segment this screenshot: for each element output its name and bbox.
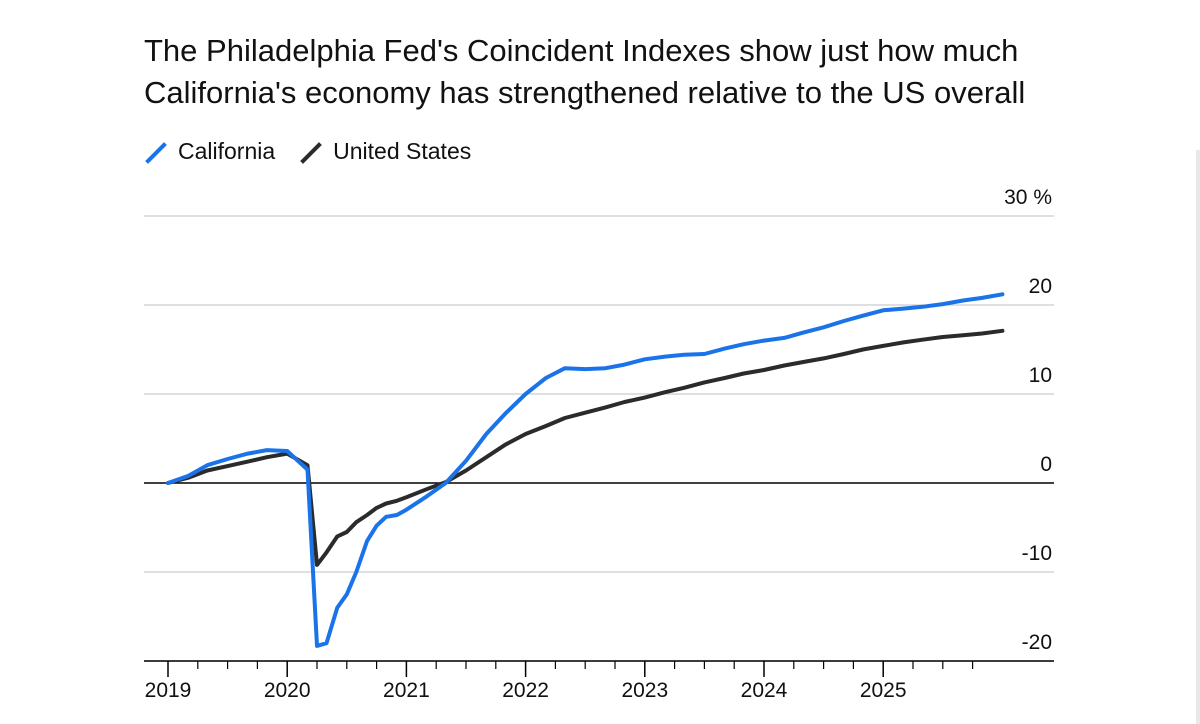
y-tick-label-10: 10	[1029, 364, 1052, 387]
chart-title-line-1: The Philadelphia Fed's Coincident Indexe…	[144, 33, 1019, 68]
x-tick-label-2021: 2021	[383, 679, 430, 702]
y-tick-label-0: 0	[1040, 453, 1052, 476]
y-tick-label-20: 20	[1029, 275, 1052, 298]
x-tick-label-2022: 2022	[502, 679, 549, 702]
y-tick-label-neg10: -10	[1022, 542, 1052, 565]
legend-label-california: California	[178, 138, 276, 164]
scroll-edge	[1196, 150, 1200, 724]
x-tick-label-2023: 2023	[621, 679, 668, 702]
series-line-california	[166, 292, 1005, 648]
y-axis-labels: 30 % 20 10 0 -10 -20	[1004, 186, 1052, 654]
series-layer	[166, 292, 1005, 648]
chart-title: The Philadelphia Fed's Coincident Indexe…	[144, 30, 1144, 114]
legend-swatch-united-states	[300, 141, 322, 164]
x-tick-label-2025: 2025	[860, 679, 907, 702]
legend-swatch-california	[145, 141, 167, 164]
x-axis: 2019 2020 2021 2022 2023 2024 2025	[144, 660, 1054, 702]
chart-title-line-2: California's economy has strengthened re…	[144, 75, 1026, 110]
series-line-united-states	[166, 328, 1005, 567]
x-tick-label-2020: 2020	[264, 679, 311, 702]
y-tick-label-neg20: -20	[1022, 631, 1052, 654]
x-tick-label-2024: 2024	[741, 679, 788, 702]
y-tick-label-30: 30 %	[1004, 186, 1052, 209]
legend-label-united-states: United States	[333, 138, 472, 164]
grid-layer	[144, 215, 1054, 662]
legend: California United States	[144, 138, 495, 165]
legend-item-california: California	[144, 138, 275, 165]
x-tick-label-2019: 2019	[145, 679, 192, 702]
legend-item-united-states: United States	[299, 138, 471, 165]
